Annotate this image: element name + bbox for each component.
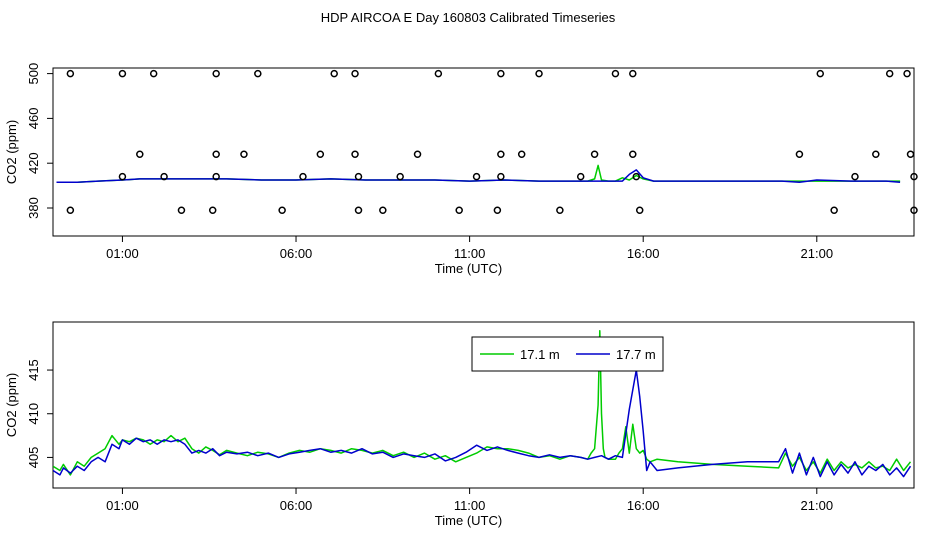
- scatter-point: [351, 69, 359, 78]
- x-tick-label: 21:00: [801, 246, 834, 261]
- y-tick-label: 500: [26, 63, 41, 85]
- y-tick-label: 410: [26, 403, 41, 425]
- scatter-point: [851, 172, 859, 181]
- legend-label: 17.1 m: [520, 347, 560, 362]
- scatter-point: [208, 206, 217, 214]
- scatter-point: [590, 150, 599, 158]
- scatter-point: [66, 206, 75, 214]
- x-axis-label: Time (UTC): [435, 261, 502, 276]
- scatter-point: [278, 206, 286, 214]
- scatter-point: [493, 206, 502, 214]
- scatter-point: [497, 150, 505, 158]
- scatter-point: [497, 69, 505, 78]
- panel-top: 01:00 06:00 11:00 16:00 21:00 380 420 460 500 Tim…: [4, 63, 918, 276]
- scatter-point: [413, 150, 422, 158]
- scatter-point: [136, 150, 144, 158]
- scatter-point: [212, 69, 220, 78]
- series-line-1: [53, 369, 912, 478]
- scatter-point: [629, 150, 637, 158]
- x-tick-label: 01:00: [106, 246, 139, 261]
- scatter-point: [472, 172, 481, 181]
- y-axis-label: CO2 (ppm): [4, 120, 19, 184]
- scatter-point: [517, 150, 526, 158]
- x-tick-label: 06:00: [280, 246, 313, 261]
- scatter-point: [396, 172, 404, 181]
- y-axis-label: CO2 (ppm): [4, 373, 19, 437]
- x-tick-label: 11:00: [454, 498, 486, 513]
- legend: 17.1 m 17.7 m: [471, 336, 664, 372]
- scatter-point: [556, 206, 564, 214]
- scatter-point: [910, 172, 918, 181]
- y-tick-label: 405: [26, 447, 41, 469]
- y-tick-label: 460: [26, 108, 41, 130]
- y-tick-label: 415: [26, 359, 41, 381]
- scatter-point: [910, 206, 918, 214]
- series-line-0: [53, 329, 912, 476]
- scatter-point: [177, 206, 186, 214]
- scatter-point: [903, 69, 911, 78]
- scatter-point: [576, 172, 585, 181]
- scatter-point: [330, 69, 338, 78]
- scatter-point: [872, 150, 880, 158]
- plot-frame: [52, 321, 915, 489]
- x-tick-label: 01:00: [106, 498, 139, 513]
- scatter-point: [212, 172, 220, 181]
- y-tick-label: 380: [26, 197, 41, 219]
- panel-bottom: 01:00 06:00 11:00 16:00 21:00 405 410 415 Time (…: [4, 321, 915, 528]
- x-tick-label: 16:00: [627, 498, 660, 513]
- scatter-point: [611, 69, 620, 78]
- figure-title: HDP AIRCOA E Day 160803 Calibrated Times…: [321, 10, 616, 25]
- scatter-point: [629, 69, 637, 78]
- scatter-point: [118, 69, 127, 78]
- scatter-point: [497, 172, 505, 181]
- scatter-point: [379, 206, 387, 214]
- scatter-point: [66, 69, 75, 78]
- scatter-point: [299, 172, 307, 181]
- legend-label: 17.7 m: [616, 347, 656, 362]
- scatter-point: [906, 150, 915, 158]
- scatter-point: [830, 206, 838, 214]
- scatter-point: [795, 150, 804, 158]
- scatter-point: [160, 172, 168, 181]
- scatter-point: [535, 69, 543, 78]
- x-tick-label: 11:00: [454, 246, 486, 261]
- scatter-point: [212, 150, 220, 158]
- scatter-point: [240, 150, 248, 158]
- scatter-point: [885, 69, 894, 78]
- x-tick-label: 06:00: [280, 498, 313, 513]
- scatter-point: [354, 206, 363, 214]
- scatter-point: [635, 206, 644, 214]
- scatter-point: [816, 69, 825, 78]
- scatter-point: [354, 172, 363, 181]
- scatter-point: [316, 150, 325, 158]
- x-tick-label: 16:00: [627, 246, 660, 261]
- plot-frame: [52, 67, 915, 237]
- y-tick-label: 420: [26, 152, 41, 174]
- scatter-point: [351, 150, 359, 158]
- x-axis-label: Time (UTC): [435, 513, 502, 528]
- series-line-1: [56, 169, 901, 183]
- scatter-point: [254, 69, 262, 78]
- scatter-point: [632, 172, 641, 181]
- x-tick-label: 21:00: [801, 498, 834, 513]
- scatter-point: [455, 206, 463, 214]
- scatter-point: [118, 172, 127, 181]
- scatter-point: [434, 69, 443, 78]
- scatter-point: [149, 69, 158, 78]
